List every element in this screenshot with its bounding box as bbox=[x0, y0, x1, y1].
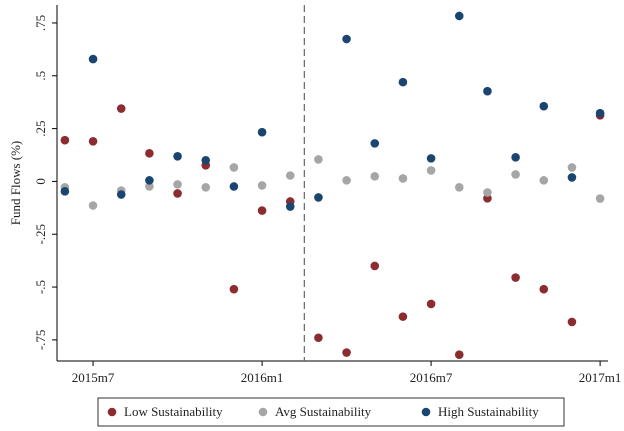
point bbox=[88, 201, 98, 210]
point bbox=[567, 163, 577, 172]
point bbox=[483, 86, 492, 96]
point bbox=[426, 154, 436, 163]
point bbox=[229, 163, 239, 172]
point bbox=[201, 155, 211, 165]
point bbox=[426, 166, 436, 175]
point bbox=[454, 11, 464, 21]
legend-label: High Sustainability bbox=[438, 404, 539, 419]
x-tick-label: 2016m1 bbox=[241, 370, 284, 385]
y-tick-label: -.75 bbox=[33, 330, 48, 351]
point bbox=[398, 77, 408, 87]
point bbox=[60, 135, 70, 145]
point bbox=[342, 176, 351, 185]
point bbox=[116, 190, 126, 199]
y-axis-label: Fund Flows (%) bbox=[8, 141, 23, 226]
point bbox=[595, 194, 605, 203]
point bbox=[285, 171, 295, 180]
legend-label: Low Sustainability bbox=[124, 404, 223, 419]
y-tick-label: -.25 bbox=[33, 224, 48, 245]
point bbox=[342, 34, 351, 44]
point bbox=[314, 193, 323, 202]
point bbox=[145, 176, 154, 185]
legend-label: Avg Sustainability bbox=[275, 404, 372, 419]
y-tick-label: 0 bbox=[33, 178, 48, 185]
point bbox=[454, 183, 464, 192]
point bbox=[426, 299, 436, 309]
point bbox=[285, 202, 295, 211]
legend-marker bbox=[421, 407, 431, 417]
point bbox=[511, 170, 520, 179]
point bbox=[229, 182, 239, 191]
point bbox=[483, 188, 492, 197]
point bbox=[370, 172, 380, 181]
x-tick-label: 2015m7 bbox=[72, 370, 115, 385]
y-tick-label: .5 bbox=[33, 71, 48, 81]
point bbox=[595, 108, 605, 118]
point bbox=[539, 176, 549, 185]
point bbox=[257, 127, 267, 137]
point bbox=[257, 181, 267, 190]
point bbox=[88, 54, 98, 64]
point bbox=[60, 187, 70, 196]
point bbox=[370, 261, 380, 271]
legend-marker bbox=[107, 407, 117, 417]
point bbox=[229, 284, 239, 294]
point bbox=[201, 183, 211, 192]
point bbox=[539, 101, 549, 111]
y-tick-label: -.5 bbox=[33, 280, 48, 294]
point bbox=[257, 206, 267, 215]
point bbox=[314, 155, 323, 164]
point bbox=[567, 173, 577, 182]
point bbox=[398, 174, 408, 183]
point bbox=[88, 136, 98, 146]
point bbox=[314, 333, 323, 343]
point bbox=[370, 139, 380, 148]
x-tick-label: 2016m7 bbox=[410, 370, 453, 385]
legend-marker bbox=[258, 407, 268, 417]
legend-box bbox=[97, 397, 565, 427]
y-tick-label: .25 bbox=[33, 120, 48, 136]
point bbox=[116, 104, 126, 113]
point bbox=[539, 284, 549, 294]
point bbox=[511, 273, 520, 282]
point bbox=[173, 151, 182, 161]
point bbox=[567, 317, 577, 327]
point bbox=[398, 312, 408, 321]
point bbox=[454, 350, 464, 359]
x-tick-label: 2017m1 bbox=[579, 370, 622, 385]
point bbox=[342, 348, 351, 357]
point bbox=[483, 194, 492, 203]
point bbox=[511, 153, 520, 162]
point bbox=[145, 182, 154, 191]
point bbox=[173, 189, 182, 198]
point bbox=[173, 180, 182, 189]
y-tick-label: .75 bbox=[33, 15, 48, 31]
point bbox=[145, 149, 154, 158]
